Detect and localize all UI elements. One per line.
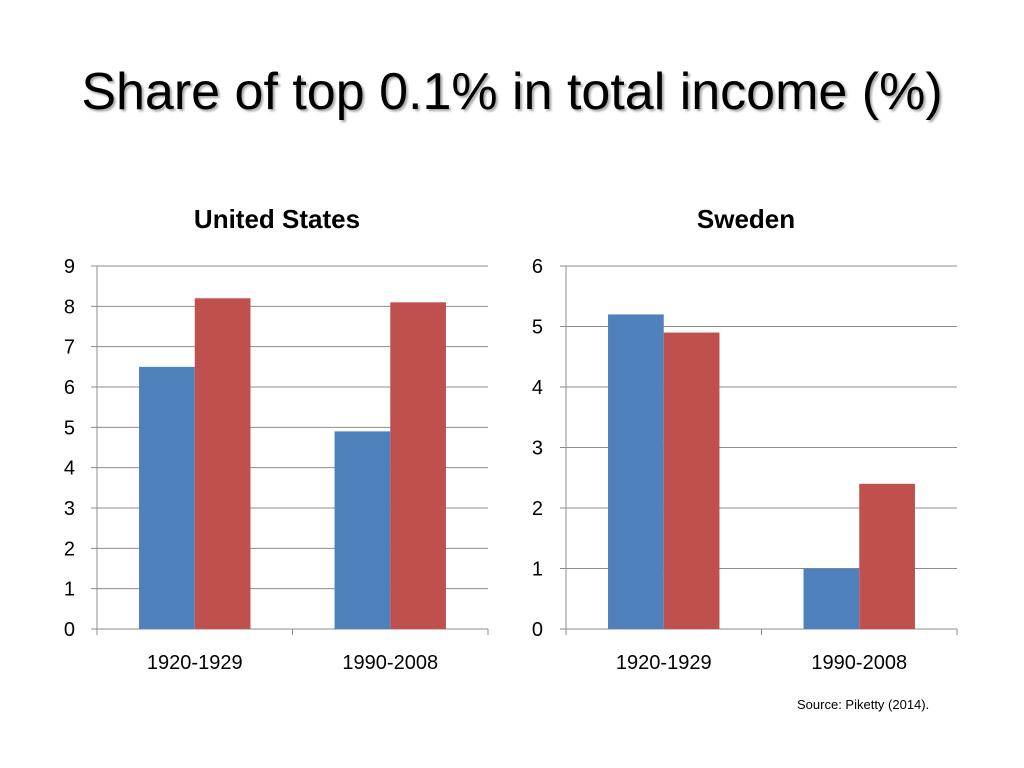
slide-title: Share of top 0.1% in total income (%) (81, 63, 943, 121)
bar-united-states-series-2-1920-1929 (194, 298, 251, 629)
y-tick-label: 4 (532, 377, 543, 399)
y-tick-label: 3 (64, 498, 75, 520)
y-tick-label: 3 (532, 438, 543, 460)
y-tick-label: 9 (64, 256, 75, 278)
y-tick-label: 0 (532, 619, 543, 641)
bar-united-states-series-1-1920-1929 (139, 366, 195, 629)
bar-sweden-series-1-1920-1929 (608, 314, 664, 629)
y-tick-label: 7 (64, 337, 75, 359)
chart-united-states: United States 0 1 2 3 4 5 6 7 8 9 1920-1929 1990-200… (64, 204, 489, 674)
x-category-label: 1990-2008 (342, 652, 438, 674)
y-tick-label: 2 (532, 498, 543, 520)
chart-sweden: Sweden 0 1 2 3 4 5 6 1920-1929 1990-2008 (532, 204, 958, 674)
bar-sweden-series-1-1990-2008 (803, 568, 860, 629)
bar-united-states-series-1-1990-2008 (334, 431, 391, 629)
x-category-label: 1990-2008 (811, 652, 907, 674)
y-tick-label: 6 (532, 256, 543, 278)
x-category-label: 1920-1929 (616, 652, 712, 674)
x-category-label: 1920-1929 (147, 652, 243, 674)
bar-sweden-series-2-1990-2008 (859, 483, 915, 629)
y-tick-label: 5 (532, 317, 543, 339)
y-tick-label: 1 (532, 559, 543, 581)
chart-title-sweden: Sweden (697, 204, 795, 234)
chart-title-united-states: United States (194, 204, 360, 234)
y-tick-label: 5 (64, 417, 75, 439)
y-tick-label: 6 (64, 377, 75, 399)
y-tick-label: 1 (64, 579, 75, 601)
source-note: Source: Piketty (2014). (797, 697, 930, 712)
y-tick-label: 0 (64, 619, 75, 641)
bar-sweden-series-2-1920-1929 (663, 332, 720, 629)
bar-united-states-series-2-1990-2008 (390, 302, 446, 629)
y-tick-label: 8 (64, 296, 75, 318)
y-tick-label: 2 (64, 538, 75, 560)
y-tick-label: 4 (64, 458, 75, 480)
